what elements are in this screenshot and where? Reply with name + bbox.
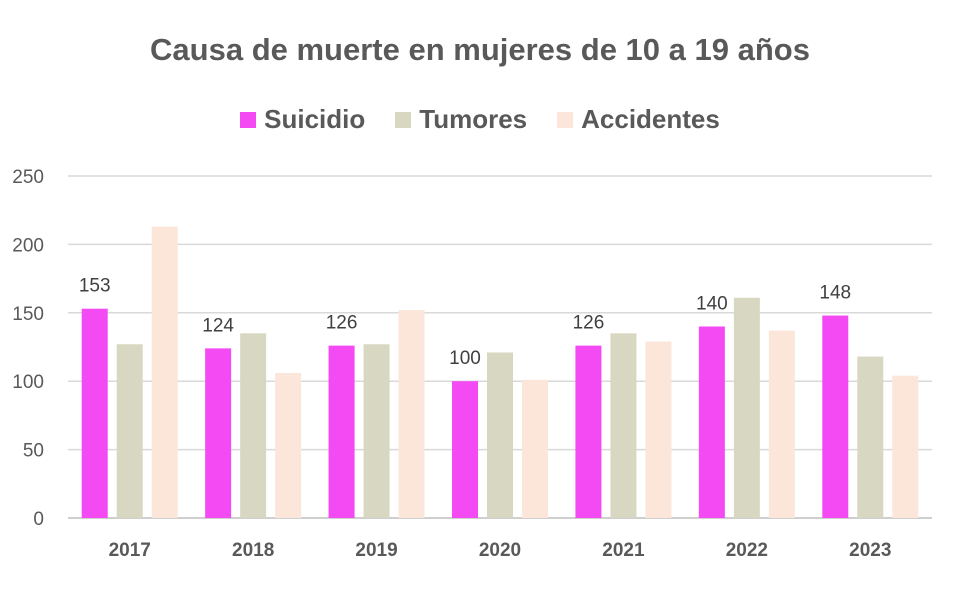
data-label-suicidio-2018: 124 [202,315,234,336]
data-label-suicidio-2023: 148 [819,283,851,304]
bar-accidentes-2021 [645,341,672,518]
legend-item-tumores: Tumores [395,104,527,135]
y-tick-label: 250 [12,167,44,188]
bar-suicidio-2022 [698,326,725,518]
x-tick-label: 2022 [726,540,768,561]
data-label-suicidio-2019: 126 [326,313,358,334]
y-tick-label: 50 [23,441,44,462]
y-tick-label: 150 [12,304,44,325]
legend-item-accidentes: Accidentes [557,104,720,135]
x-tick-label: 2019 [355,540,397,561]
y-tick-label: 200 [12,235,44,256]
legend-swatch-accidentes [557,111,574,128]
bar-tumores-2023 [857,356,884,518]
bar-accidentes-2023 [892,375,919,518]
bar-accidentes-2019 [398,310,425,518]
bar-tumores-2021 [610,333,637,518]
bar-suicidio-2023 [822,315,849,518]
data-label-suicidio-2017: 153 [79,276,111,297]
legend-label-suicidio: Suicidio [264,104,366,134]
x-tick-label: 2023 [849,540,891,561]
x-tick-label: 2021 [602,540,645,561]
data-label-suicidio-2021: 126 [573,313,605,334]
legend-swatch-tumores [395,111,412,128]
legend-label-tumores: Tumores [419,104,528,134]
x-tick-label: 2020 [479,540,521,561]
bar-tumores-2020 [487,352,513,518]
chart-title: Causa de muerte en mujeres de 10 a 19 añ… [150,32,810,67]
bar-tumores-2017 [116,344,143,518]
legend-label-accidentes: Accidentes [581,104,720,134]
bar-tumores-2022 [733,297,760,518]
bar-accidentes-2018 [275,372,302,518]
bar-suicidio-2017 [81,308,108,518]
bar-accidentes-2017 [151,226,178,518]
bar-suicidio-2021 [575,345,602,518]
bar-suicidio-2019 [328,345,355,518]
data-label-suicidio-2022: 140 [696,293,728,314]
bar-tumores-2018 [240,333,267,518]
bar-suicidio-2020 [452,381,478,518]
legend-item-suicidio: Suicidio [240,104,365,135]
y-tick-label: 0 [33,509,44,530]
y-tick-label: 100 [12,372,44,393]
legend: Suicidio Tumores Accidentes [0,104,960,135]
x-tick-label: 2017 [109,540,151,561]
bar-suicidio-2018 [205,348,232,518]
x-tick-label: 2018 [232,540,274,561]
legend-swatch-suicidio [240,111,257,128]
bar-accidentes-2022 [768,330,795,518]
bar-accidentes-2020 [522,379,548,518]
data-label-suicidio-2020: 100 [449,348,481,369]
bar-tumores-2019 [363,344,390,518]
